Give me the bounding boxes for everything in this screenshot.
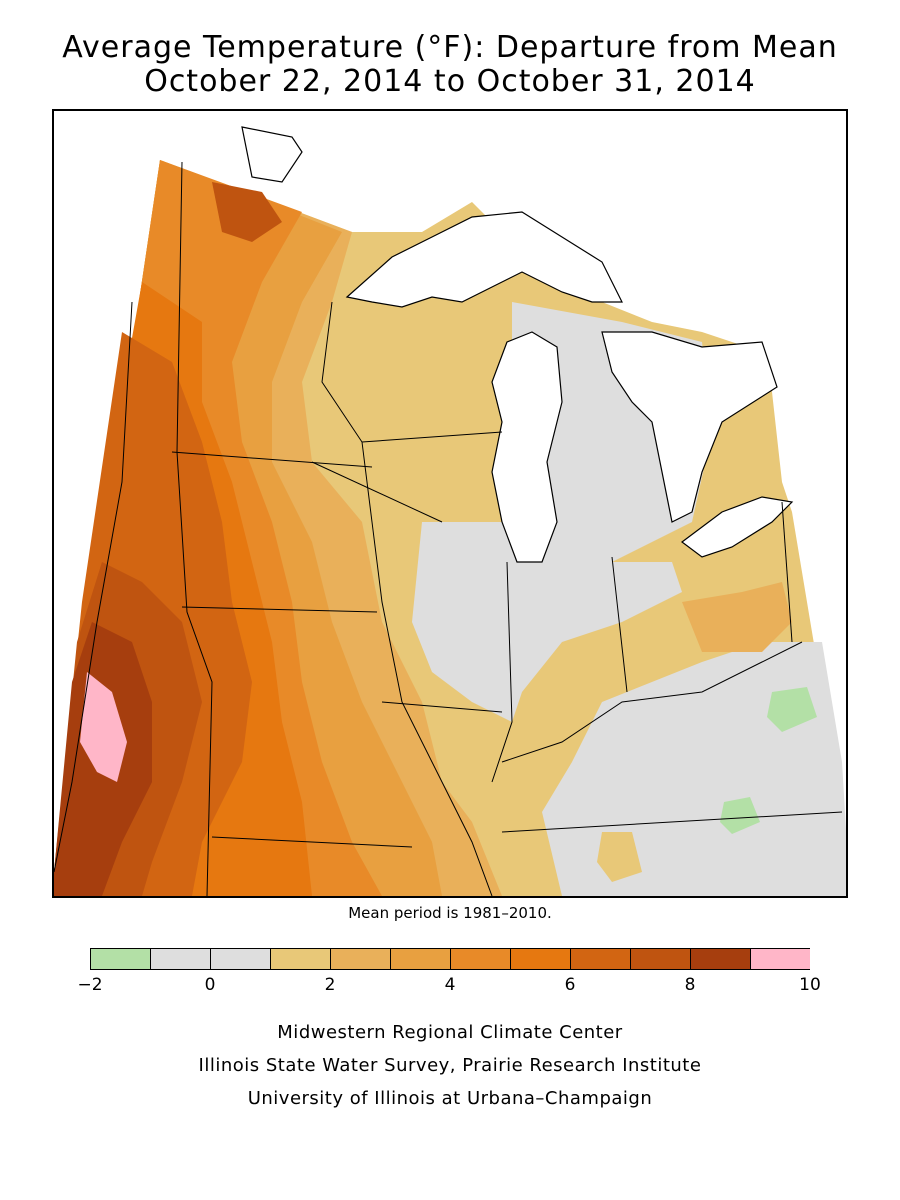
legend-tick-label: 2 bbox=[324, 975, 336, 995]
legend-bin bbox=[690, 948, 751, 970]
legend-bin bbox=[210, 948, 271, 970]
region-green-3 bbox=[720, 797, 760, 834]
lake-michigan bbox=[491, 331, 563, 563]
map-panel bbox=[52, 109, 848, 898]
upper-peninsula-land bbox=[241, 126, 303, 183]
legend-bin bbox=[510, 948, 571, 970]
state-boundaries bbox=[54, 161, 843, 896]
legend-bin bbox=[630, 948, 691, 970]
credit-isws: Illinois State Water Survey, Prairie Res… bbox=[198, 1055, 702, 1076]
border-sd-ne bbox=[181, 606, 378, 613]
legend-bin bbox=[150, 948, 211, 970]
lake-erie bbox=[681, 496, 794, 558]
border-oh-pa bbox=[781, 501, 793, 643]
color-legend bbox=[90, 948, 810, 970]
map-title: Average Temperature (°F): Departure from… bbox=[62, 30, 838, 65]
lake-superior bbox=[345, 211, 623, 308]
region-pink bbox=[80, 672, 127, 782]
credit-uiuc: University of Illinois at Urbana–Champai… bbox=[247, 1088, 653, 1109]
border-in-oh bbox=[611, 556, 628, 693]
border-ia-mo bbox=[381, 701, 503, 713]
border-mn-ia bbox=[311, 461, 443, 523]
legend-bin bbox=[90, 948, 151, 970]
legend-bin bbox=[450, 948, 511, 970]
border-ne-ks bbox=[211, 836, 413, 848]
border-il-in bbox=[491, 561, 513, 783]
credit-mrcc: Midwestern Regional Climate Center bbox=[277, 1022, 623, 1043]
border-mn-wi-river bbox=[321, 301, 493, 896]
legend-bin bbox=[390, 948, 451, 970]
legend-tick-label: −2 bbox=[77, 975, 103, 995]
mean-period-note: Mean period is 1981–2010. bbox=[348, 904, 552, 922]
legend-bin bbox=[750, 948, 810, 970]
lake-huron bbox=[601, 331, 778, 523]
region-tan-ohio bbox=[682, 582, 792, 652]
legend-tick-label: 6 bbox=[564, 975, 576, 995]
region-brown-north bbox=[212, 182, 282, 242]
legend-bin bbox=[330, 948, 391, 970]
legend-bin bbox=[570, 948, 631, 970]
border-nd-sd bbox=[171, 451, 373, 468]
legend-bar bbox=[90, 948, 810, 970]
temperature-departure-map bbox=[54, 126, 846, 896]
map-date-range: October 22, 2014 to October 31, 2014 bbox=[144, 64, 756, 99]
border-mt-dakotas bbox=[176, 161, 213, 896]
border-wi-ia bbox=[361, 431, 503, 443]
border-ky-tn bbox=[501, 811, 843, 833]
region-gray-central bbox=[412, 522, 682, 722]
legend-tick-label: 4 bbox=[444, 975, 456, 995]
border-western bbox=[54, 301, 133, 873]
region-tan-south bbox=[597, 832, 642, 882]
legend-tick-label: 8 bbox=[684, 975, 696, 995]
region-green-2 bbox=[767, 687, 817, 732]
border-oh-ky-river bbox=[501, 641, 803, 763]
legend-tick-label: 0 bbox=[204, 975, 216, 995]
legend-bin bbox=[270, 948, 331, 970]
legend-tick-label: 10 bbox=[799, 975, 821, 995]
